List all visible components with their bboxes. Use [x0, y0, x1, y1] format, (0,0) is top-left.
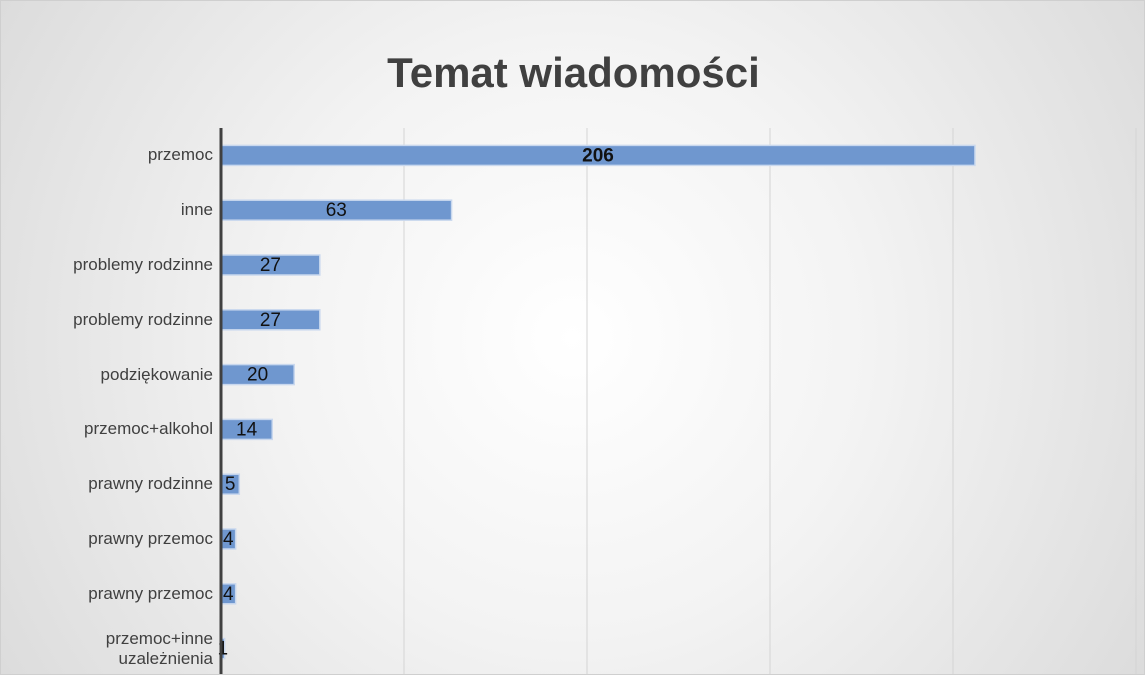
- data-label: 14: [236, 419, 258, 440]
- data-label: 4: [223, 529, 234, 550]
- y-tick-label: przemoc+alkohol: [84, 419, 213, 439]
- data-label: 27: [260, 310, 281, 331]
- y-tick-label: prawny przemoc: [88, 583, 213, 603]
- data-label: 20: [247, 365, 268, 386]
- y-tick-label: podziękowanie: [100, 364, 213, 384]
- y-tick-label: prawny rodzinne: [88, 474, 213, 494]
- data-label: 4: [223, 584, 234, 605]
- y-tick-label: problemy rodzinne: [73, 309, 213, 329]
- y-tick-label: przemoc+inne uzależnienia: [105, 628, 213, 668]
- data-label: 1: [218, 639, 229, 660]
- data-label: 63: [326, 200, 347, 221]
- y-tick-label: inne: [180, 200, 213, 220]
- data-label: 5: [225, 474, 236, 495]
- data-label: 206: [582, 145, 614, 166]
- data-label: 27: [260, 255, 281, 276]
- y-tick-label: problemy rodzinne: [73, 255, 213, 274]
- chart-title: Temat wiadomości: [387, 49, 760, 96]
- y-tick-label: prawny przemoc: [88, 529, 213, 548]
- y-tick-label: przemoc: [147, 145, 213, 165]
